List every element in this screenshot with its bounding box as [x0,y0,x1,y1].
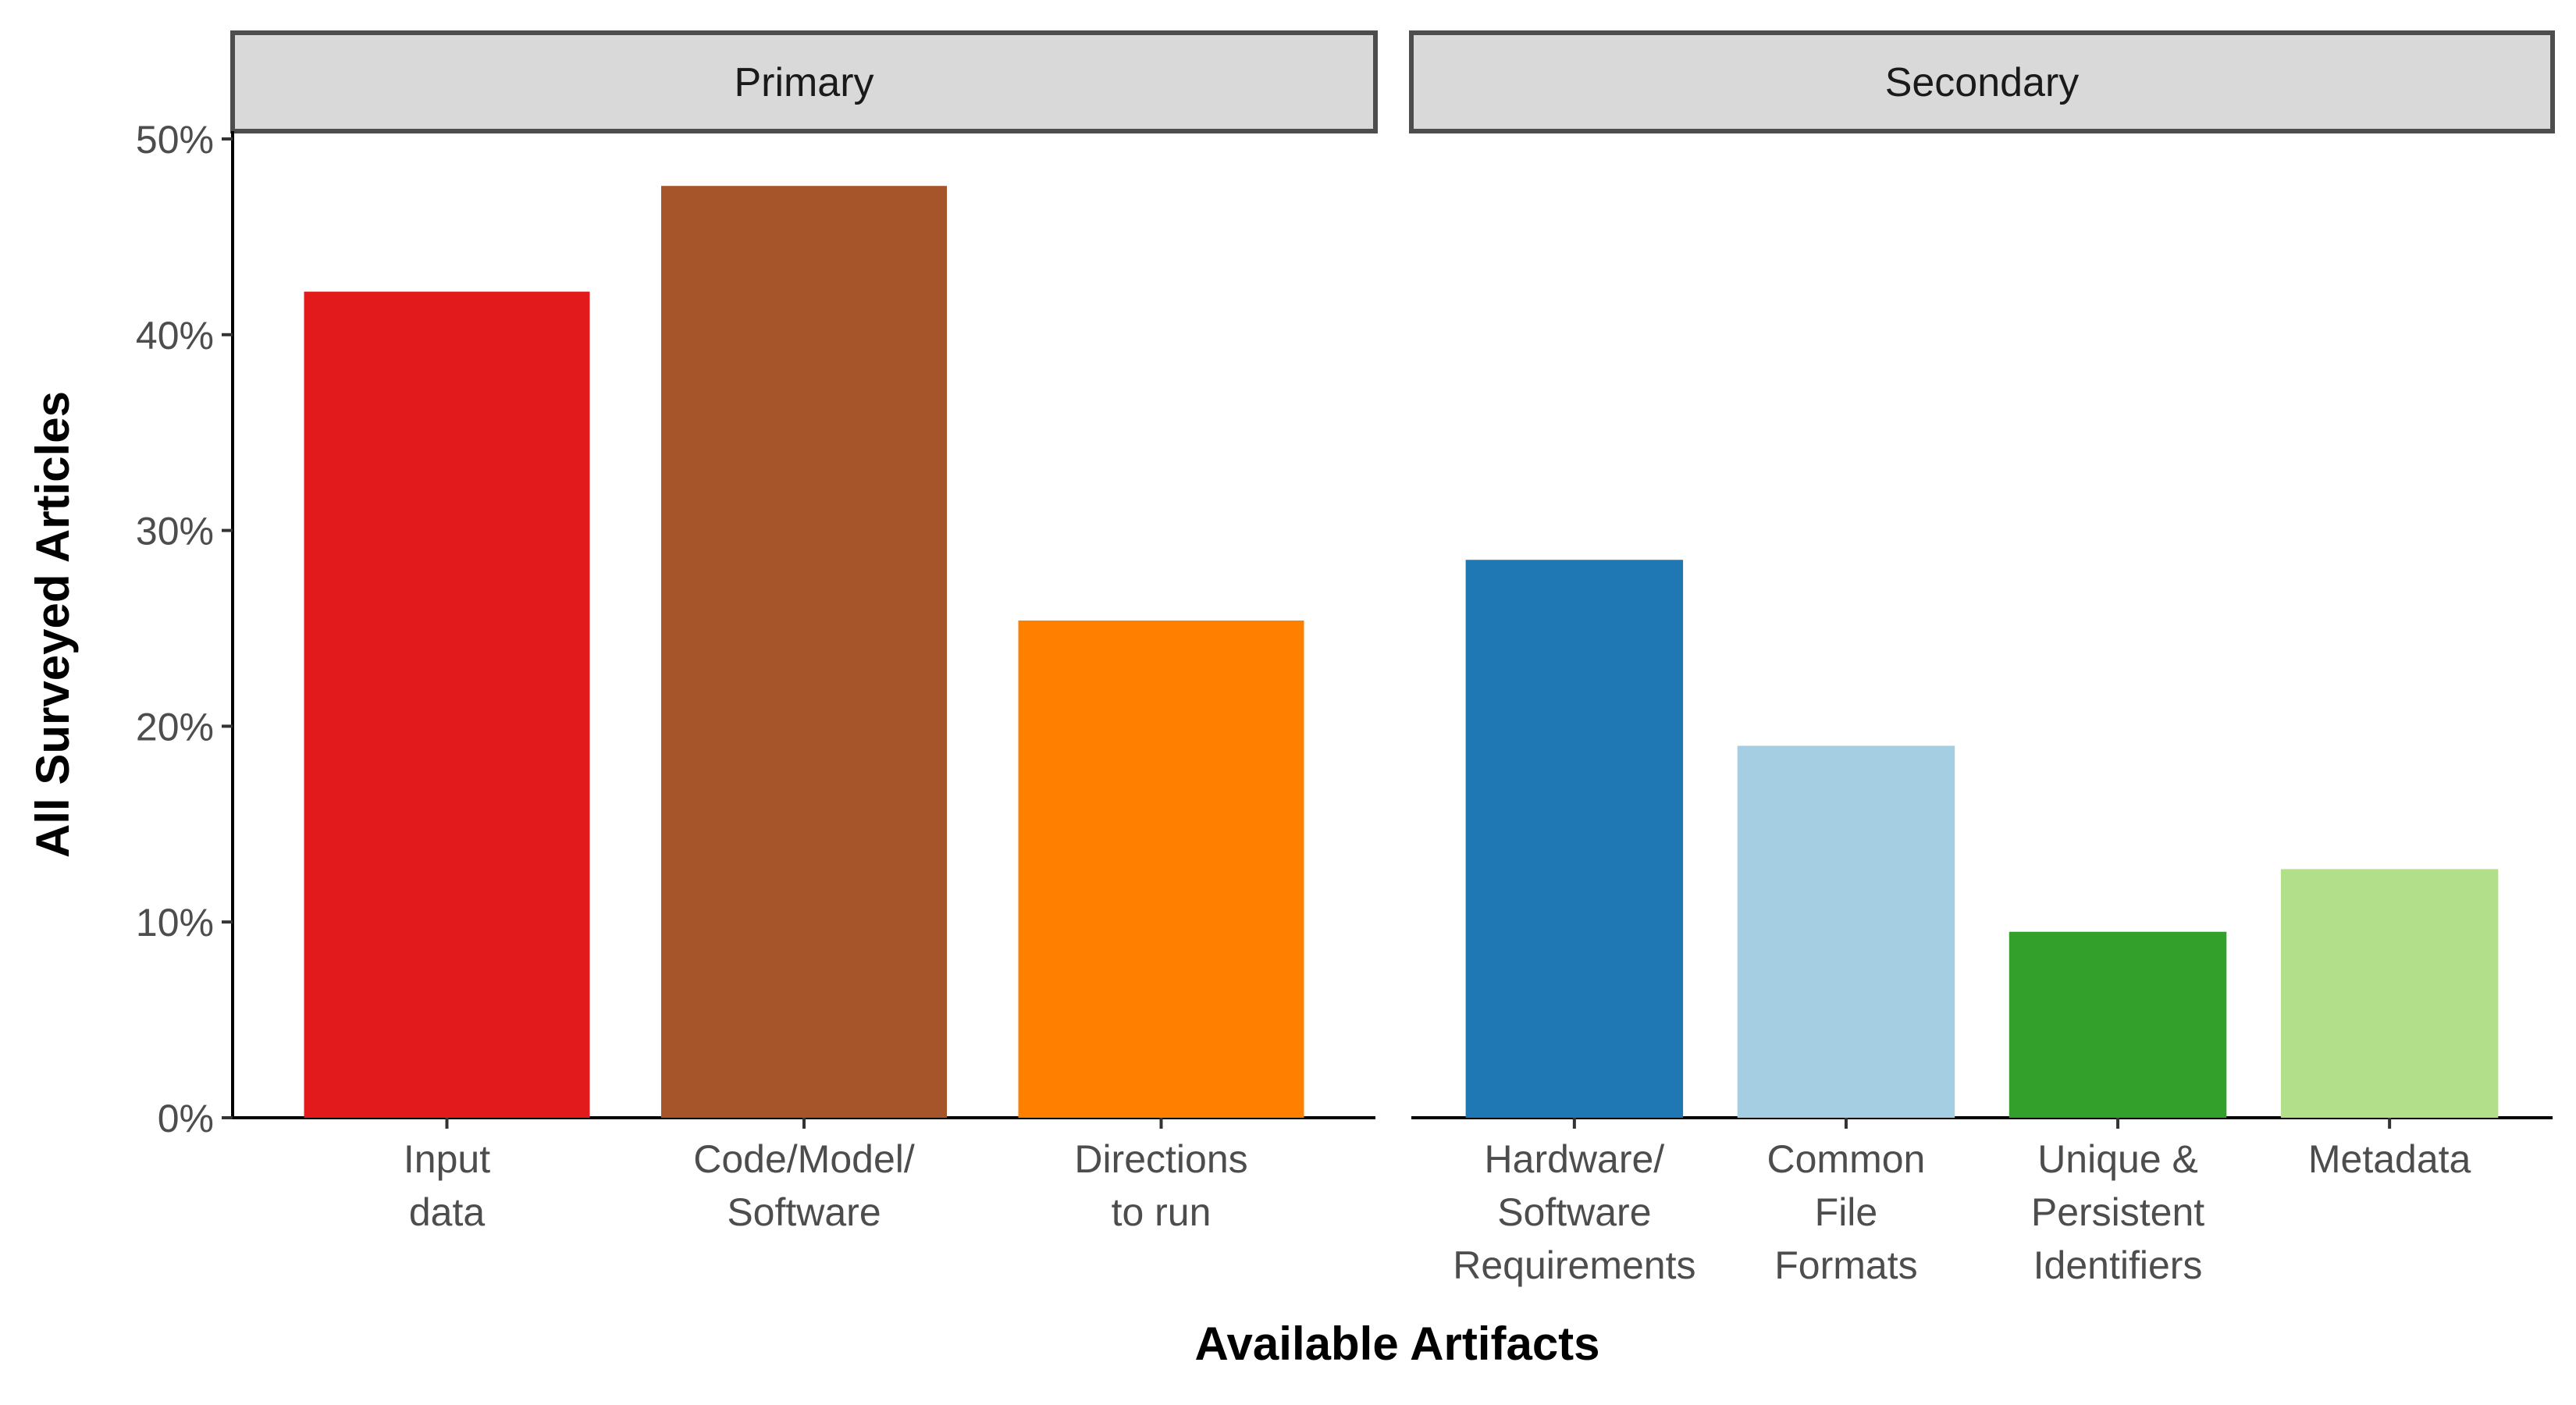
facet-secondary: Secondary Hardware/Software Requirements Co… [1409,30,2555,1287]
bar [1018,620,1304,1118]
bar [1737,745,1955,1118]
x-tick-label-line: Requirements [1453,1243,1695,1287]
x-tick-label: Directions to run [1074,1137,1247,1234]
x-tick-label-line: Hardware/ [1485,1137,1665,1181]
facets: Primary Input data Code/Model/Software Direc… [230,30,2555,1287]
x-tick-label: Common File Formats [1767,1137,1926,1287]
y-tick-label: 50% [136,118,214,162]
y-tick-label: 20% [136,705,214,749]
x-tick-label-line: Common [1767,1137,1926,1181]
facet-primary: Primary Input data Code/Model/Software Direc… [230,30,1378,1234]
x-tick-label-line: Code/Model/ [693,1137,915,1181]
x-tick-label: Code/Model/Software [693,1137,915,1234]
x-tick-label: Unique & Persistent Identifiers [2031,1137,2204,1287]
bar [2008,931,2227,1118]
x-tick-label: Hardware/Software Requirements [1453,1137,1695,1287]
y-axis-title: All Surveyed Articles [27,391,79,858]
x-tick-label-line: Software [1497,1190,1651,1234]
facet-strip [230,30,1378,133]
x-tick-label-line: Formats [1774,1243,1917,1287]
x-tick-label: Input data [404,1137,490,1234]
y-tick-label: 40% [136,314,214,357]
facet-strip-label: Primary [734,60,873,105]
x-tick-label-line: File [1815,1190,1878,1234]
x-axis-title: Available Artifacts [1194,1318,1599,1370]
x-tick-label-line: Input [404,1137,490,1181]
y-axis: 0% 10% 20% 30% 40% 50% [136,118,234,1140]
y-tick-label: 10% [136,901,214,944]
x-tick-label-line: Directions [1074,1137,1247,1181]
x-tick-label-line: Metadata [2308,1137,2471,1181]
x-tick-label-line: data [409,1190,486,1234]
x-tick-label-line: Unique & [2037,1137,2198,1181]
y-tick-label: 0% [158,1097,214,1140]
x-tick-label: Metadata [2308,1137,2471,1181]
bar [661,186,947,1118]
x-tick-label-line: Persistent [2031,1190,2204,1234]
bar [1465,560,1684,1118]
x-tick-label-line: Software [727,1190,881,1234]
y-tick-label: 30% [136,510,214,553]
x-tick-label-line: Identifiers [2033,1243,2203,1287]
bar [304,291,590,1118]
x-tick-label-line: to run [1112,1190,1212,1234]
facet-strip [1409,30,2555,133]
facet-strip-label: Secondary [1885,60,2080,105]
bar [2280,869,2499,1118]
